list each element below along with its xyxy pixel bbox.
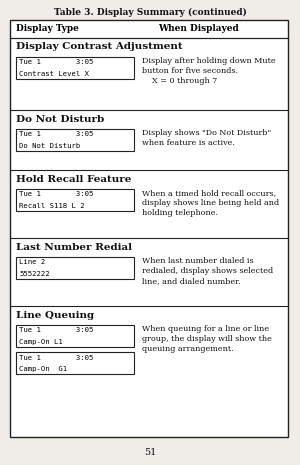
Text: When queuing for a line or line
group, the display will show the
queuing arrange: When queuing for a line or line group, t… <box>142 325 272 353</box>
Text: Display shows "Do Not Disturb"
when feature is active.: Display shows "Do Not Disturb" when feat… <box>142 129 271 147</box>
Text: Display Contrast Adjustment: Display Contrast Adjustment <box>16 42 183 52</box>
Text: Display Type: Display Type <box>16 25 79 33</box>
FancyBboxPatch shape <box>10 20 288 437</box>
FancyBboxPatch shape <box>16 189 134 211</box>
FancyBboxPatch shape <box>16 257 134 279</box>
Text: Do Not Disturb: Do Not Disturb <box>19 143 80 149</box>
Text: Last Number Redial: Last Number Redial <box>16 243 132 252</box>
Text: 51: 51 <box>144 447 156 457</box>
Text: Camp-On L1: Camp-On L1 <box>19 339 63 345</box>
FancyBboxPatch shape <box>16 129 134 151</box>
Text: Contrast Level X: Contrast Level X <box>19 71 89 77</box>
Text: When a timed hold recall occurs,
display shows line being held and
holding telep: When a timed hold recall occurs, display… <box>142 189 279 217</box>
Text: When Displayed: When Displayed <box>158 25 239 33</box>
Text: Table 3. Display Summary (continued): Table 3. Display Summary (continued) <box>54 8 246 17</box>
Text: Camp-On  G1: Camp-On G1 <box>19 366 67 372</box>
Text: Hold Recall Feature: Hold Recall Feature <box>16 174 131 184</box>
FancyBboxPatch shape <box>16 352 134 374</box>
Text: Do Not Disturb: Do Not Disturb <box>16 114 104 124</box>
FancyBboxPatch shape <box>16 57 134 79</box>
Text: Line 2: Line 2 <box>19 259 45 266</box>
Text: Tue 1        3:05: Tue 1 3:05 <box>19 192 93 198</box>
Text: When last number dialed is
redialed, display shows selected
line, and dialed num: When last number dialed is redialed, dis… <box>142 257 273 285</box>
FancyBboxPatch shape <box>16 325 134 347</box>
Text: Tue 1        3:05: Tue 1 3:05 <box>19 354 93 360</box>
Text: Tue 1        3:05: Tue 1 3:05 <box>19 60 93 66</box>
Text: Line Queuing: Line Queuing <box>16 311 94 319</box>
Text: Tue 1        3:05: Tue 1 3:05 <box>19 132 93 138</box>
Text: Tue 1        3:05: Tue 1 3:05 <box>19 327 93 333</box>
Text: Recall S118 L 2: Recall S118 L 2 <box>19 203 85 209</box>
Text: 5552222: 5552222 <box>19 271 50 277</box>
Text: Display after holding down Mute
button for five seconds.
    X = 0 through 7: Display after holding down Mute button f… <box>142 57 276 85</box>
